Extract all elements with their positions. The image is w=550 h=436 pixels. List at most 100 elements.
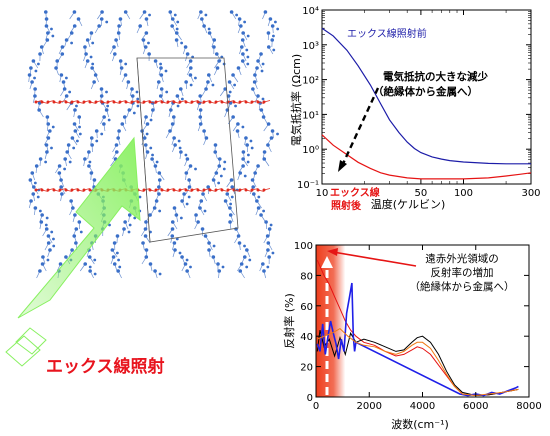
reflectance-annotation-line3: （絶縁体から金属へ） — [410, 280, 515, 293]
atom — [249, 139, 253, 143]
atom — [243, 20, 247, 24]
reflectance-x-tick-label: 6000 — [463, 401, 488, 412]
atom — [51, 34, 55, 38]
atom — [115, 234, 120, 238]
atom — [173, 13, 177, 17]
atom — [238, 269, 243, 273]
atom — [90, 143, 94, 147]
atom — [189, 265, 192, 269]
xray-irradiation-caption: エックス線照射 — [46, 356, 165, 377]
atom-accent — [154, 100, 158, 104]
atom-accent — [58, 100, 62, 104]
atom — [176, 104, 180, 108]
atom — [231, 115, 235, 119]
atom — [95, 139, 99, 143]
atom — [60, 52, 65, 56]
atom — [94, 129, 99, 133]
atom — [138, 24, 142, 28]
atom-accent — [166, 188, 170, 192]
atom — [92, 178, 97, 182]
atom-accent — [232, 100, 236, 104]
atom — [225, 192, 230, 196]
atom — [41, 255, 45, 259]
atom — [221, 265, 225, 269]
atom — [256, 206, 261, 210]
atom — [115, 150, 119, 154]
legend-after-label-line2: 照射後 — [331, 199, 362, 212]
atom — [91, 62, 95, 66]
atom-accent — [256, 100, 260, 104]
atom — [171, 115, 176, 119]
atom — [170, 122, 175, 126]
atom — [39, 45, 44, 49]
atom — [256, 164, 260, 168]
atom-accent — [34, 188, 38, 192]
atom — [173, 143, 177, 147]
atom — [44, 24, 49, 28]
atom — [240, 38, 245, 42]
atom — [228, 101, 233, 105]
atom — [188, 59, 193, 63]
atom — [241, 125, 245, 129]
atom — [112, 45, 116, 49]
atom — [122, 115, 127, 119]
atom — [79, 230, 83, 234]
atom — [93, 258, 97, 262]
atom — [206, 185, 210, 189]
atom — [152, 206, 157, 210]
atom — [266, 265, 270, 269]
atom — [272, 48, 276, 52]
atom — [245, 48, 249, 52]
atom-accent — [244, 188, 248, 192]
atom — [188, 164, 193, 168]
atom — [29, 199, 33, 203]
reflectance-y-ticks: 0 20 40 60 80 100 — [294, 241, 529, 404]
atom — [91, 41, 95, 45]
atom — [83, 45, 87, 49]
atom-accent — [100, 100, 104, 104]
atom — [265, 234, 270, 238]
atom-accent — [40, 100, 44, 104]
atom — [227, 80, 232, 84]
reflectance-y-tick-label: 40 — [300, 332, 313, 343]
atom-accent — [142, 188, 146, 192]
atom-accent — [172, 188, 176, 192]
atom-accent — [88, 100, 92, 104]
reflectance-series — [316, 259, 519, 397]
atom-accent — [262, 100, 266, 104]
atom — [274, 20, 277, 24]
atom — [241, 31, 245, 35]
atom — [185, 52, 190, 56]
atom — [229, 10, 234, 14]
atom — [244, 136, 248, 140]
atom — [231, 73, 235, 77]
atom — [230, 195, 234, 199]
atom — [114, 38, 118, 42]
decrease-arrow-shaft — [340, 87, 380, 167]
resistivity-series — [321, 27, 532, 180]
atom — [159, 66, 163, 70]
atom — [204, 13, 208, 17]
reflectance-y-tick-label: 100 — [294, 241, 313, 252]
atom — [117, 129, 121, 133]
atom-accent — [40, 188, 44, 192]
atom — [261, 115, 266, 119]
atom — [149, 118, 153, 122]
atom — [264, 220, 268, 224]
atom — [38, 209, 42, 213]
atom — [174, 38, 179, 42]
atom — [44, 143, 49, 147]
atom-accent — [76, 100, 80, 104]
atom — [156, 80, 161, 84]
atom — [198, 94, 203, 98]
atom-accent — [202, 100, 206, 104]
atom — [57, 171, 62, 175]
atom — [60, 45, 65, 49]
atom — [111, 255, 116, 259]
atom — [106, 104, 110, 108]
atom — [172, 206, 177, 210]
resistivity-y-tick-label: 10⁻¹ — [297, 180, 319, 191]
atom — [87, 164, 91, 168]
atom — [234, 104, 237, 108]
